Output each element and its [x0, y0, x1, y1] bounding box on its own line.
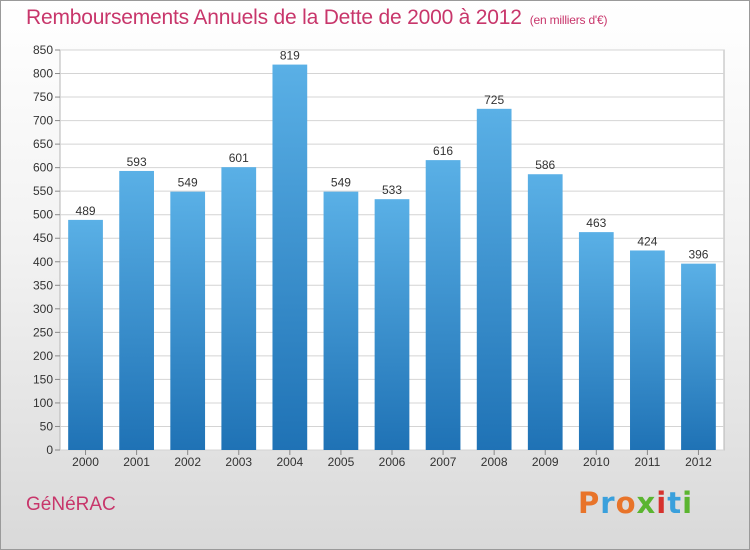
y-tick-label: 750: [33, 90, 53, 104]
y-tick-label: 100: [33, 396, 53, 410]
logo-letter: r: [600, 486, 616, 520]
bar-value-label: 424: [637, 234, 657, 248]
bar-value-label: 533: [382, 183, 402, 197]
bar-value-label: 616: [433, 144, 453, 158]
x-tick-label: 2011: [634, 455, 660, 469]
bar: [578, 232, 614, 450]
bar: [119, 170, 154, 451]
bars: 489 593 549 601 819 549 533 616 725 586 463 424 396: [68, 49, 716, 451]
y-tick-label: 50: [40, 419, 54, 433]
y-tick-label: 400: [33, 255, 53, 269]
y-tick-label: 300: [33, 302, 53, 316]
bar-value-label: 396: [688, 248, 708, 262]
y-tick-label: 650: [33, 137, 53, 151]
y-tick-label: 600: [33, 161, 53, 175]
y-tick-label: 450: [33, 231, 53, 245]
x-tick-label: 2004: [276, 455, 303, 469]
bar: [323, 191, 359, 450]
chart-title-text: Remboursements Annuels de la Dette de 20…: [26, 6, 522, 29]
bar-value-label: 586: [535, 158, 555, 172]
x-tick-label: 2003: [225, 455, 252, 469]
bar: [630, 250, 665, 450]
bar-value-label: 489: [76, 204, 96, 218]
x-tick-label: 2012: [685, 455, 712, 469]
bar: [272, 64, 308, 451]
x-tick-label: 2002: [174, 455, 201, 469]
chart-title: Remboursements Annuels de la Dette de 20…: [26, 6, 607, 30]
logo-letter: i: [656, 486, 668, 520]
bar: [476, 108, 512, 450]
x-tick-label: 2007: [430, 455, 457, 469]
bar: [425, 160, 461, 450]
y-tick-label: 200: [33, 349, 53, 363]
bar: [170, 191, 206, 450]
bar-value-label: 549: [178, 176, 198, 190]
x-tick-label: 2008: [481, 455, 508, 469]
y-tick-label: 0: [46, 443, 53, 457]
bar-value-label: 549: [331, 176, 351, 190]
x-tick-label: 2000: [72, 455, 99, 469]
bar-value-label: 463: [586, 216, 606, 230]
bar: [374, 199, 410, 450]
y-tick-label: 550: [33, 184, 53, 198]
x-tick-label: 2006: [379, 455, 406, 469]
y-tick-label: 500: [33, 208, 53, 222]
bar: [681, 263, 716, 450]
bar-value-label: 593: [127, 155, 147, 169]
y-tick-label: 700: [33, 114, 53, 128]
logo-letter: x: [636, 486, 657, 520]
bar-value-label: 819: [280, 49, 300, 63]
x-axis: 2000 2001 2002 2003 2004 2005 2006 2007 2008 2009…: [72, 450, 712, 469]
bar: [68, 219, 103, 450]
y-tick-label: 150: [33, 372, 53, 386]
y-tick-label: 350: [33, 278, 53, 292]
commune-name: GéNéRAC: [26, 494, 116, 515]
y-tick-label: 850: [33, 43, 53, 57]
bar-value-label: 601: [229, 151, 249, 165]
logo-letter: P: [578, 486, 601, 520]
bar-value-label: 725: [484, 93, 504, 107]
y-tick-label: 800: [33, 67, 53, 81]
y-tick-label: 250: [33, 325, 53, 339]
bar: [527, 174, 563, 450]
y-axis: 0 50 100 150 200 250 300 350 400 450 500 550 600 650 7…: [33, 43, 60, 457]
logo-letter: i: [682, 486, 694, 520]
bar: [221, 167, 257, 451]
x-tick-label: 2010: [583, 455, 610, 469]
logo-letter: o: [615, 486, 637, 520]
logo-letter: t: [667, 486, 683, 520]
x-tick-label: 2005: [328, 455, 355, 469]
x-tick-label: 2001: [123, 455, 150, 469]
proxiti-logo[interactable]: Proxiti: [578, 486, 693, 520]
x-tick-label: 2009: [532, 455, 559, 469]
chart-unit: (en milliers d'€): [529, 13, 608, 27]
